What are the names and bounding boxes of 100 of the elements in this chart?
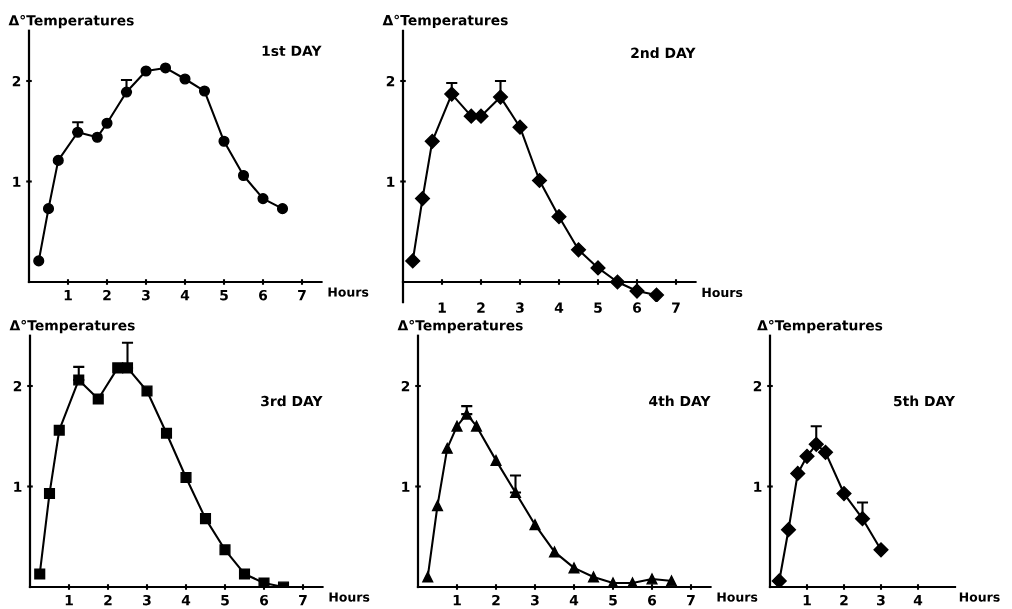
x-tick-label: 7 xyxy=(298,290,306,301)
y-axis-title: Δ°Temperatures xyxy=(382,14,508,29)
point xyxy=(529,519,541,531)
x-axis-title: Hours xyxy=(328,287,369,297)
x-tick-label: 1 xyxy=(64,290,72,301)
x-tick-label: 3 xyxy=(143,594,151,606)
x-tick-label: 6 xyxy=(648,594,657,606)
point xyxy=(817,444,834,460)
point xyxy=(180,471,192,484)
point xyxy=(771,573,787,587)
y-axis-title: Δ°Temperatures xyxy=(757,319,883,334)
point xyxy=(112,362,124,374)
point xyxy=(237,169,250,182)
y-axis-title: Δ°Temperatures xyxy=(8,14,134,29)
point xyxy=(441,442,453,454)
text: 1st DAY xyxy=(262,45,322,57)
x-tick-label: 6 xyxy=(259,289,268,301)
point xyxy=(258,577,270,587)
point xyxy=(490,454,502,466)
x-tick-label: 5 xyxy=(220,290,228,301)
point xyxy=(199,513,212,525)
point xyxy=(42,203,55,215)
point xyxy=(140,65,152,77)
x-tick-label: 3 xyxy=(142,289,150,301)
x-tick-label: 1 xyxy=(65,595,73,606)
x-tick-label: 2 xyxy=(477,302,485,313)
point xyxy=(512,119,528,135)
point xyxy=(91,131,103,143)
point xyxy=(648,287,665,303)
point xyxy=(43,487,56,500)
x-tick-label: 4 xyxy=(554,302,564,313)
x-tick-label: 5 xyxy=(594,302,602,313)
y-tick-label: 1 xyxy=(14,481,22,492)
point xyxy=(551,209,567,225)
text: 2nd DAY xyxy=(631,47,696,59)
point xyxy=(780,522,797,538)
y-tick-label: 2 xyxy=(12,75,21,87)
x-tick-label: 5 xyxy=(221,595,229,606)
x-axis-title: Hours xyxy=(959,592,1000,602)
point xyxy=(568,562,580,574)
point xyxy=(531,172,548,189)
x-tick-label: 7 xyxy=(299,595,307,606)
point xyxy=(159,62,172,74)
y-tick-label: 2 xyxy=(13,380,22,392)
x-tick-label: 3 xyxy=(877,594,885,606)
point xyxy=(590,260,606,276)
x-tick-label: 3 xyxy=(516,302,524,313)
point xyxy=(629,283,645,299)
x-tick-label: 7 xyxy=(672,302,680,313)
x-tick-label: 7 xyxy=(687,595,695,606)
point xyxy=(548,546,561,558)
point xyxy=(646,573,658,585)
point xyxy=(34,568,46,580)
y-tick-label: 1 xyxy=(13,176,21,187)
point xyxy=(218,135,230,147)
point xyxy=(836,485,852,502)
point xyxy=(422,571,434,583)
x-tick-label: 1 xyxy=(803,595,811,606)
x-tick-label: 2 xyxy=(840,594,848,606)
y-axis-title: Δ°Temperatures xyxy=(9,319,135,334)
point xyxy=(276,203,289,215)
x-tick-label: 1 xyxy=(453,595,461,606)
point xyxy=(92,393,104,405)
x-axis-title: Hours xyxy=(329,592,370,602)
point xyxy=(431,500,444,512)
x-tick-label: 1 xyxy=(438,302,446,313)
point xyxy=(101,117,113,129)
point xyxy=(52,154,64,166)
x-tick-label: 6 xyxy=(633,302,642,313)
x-axis-title: Hours xyxy=(717,592,758,602)
point xyxy=(414,191,431,207)
point xyxy=(873,542,889,558)
x-tick-label: 2 xyxy=(103,289,111,301)
point xyxy=(405,253,421,269)
point xyxy=(179,73,191,85)
text: 4th DAY xyxy=(649,395,711,407)
x-tick-label: 2 xyxy=(492,594,500,606)
y-axis-title: Δ°Temperatures xyxy=(397,319,523,334)
point xyxy=(160,427,173,439)
x-tick-label: 3 xyxy=(531,594,539,606)
point xyxy=(238,568,251,580)
x-axis-title: Hours xyxy=(702,287,743,298)
x-tick-label: 4 xyxy=(180,290,190,301)
point xyxy=(33,255,45,267)
x-tick-label: 4 xyxy=(913,595,923,606)
point xyxy=(141,385,153,397)
x-tick-label: 4 xyxy=(569,595,579,606)
point xyxy=(53,424,65,436)
point xyxy=(451,420,463,432)
text: 3rd DAY xyxy=(261,395,323,407)
x-tick-label: 4 xyxy=(181,595,191,606)
point xyxy=(257,193,269,205)
text: 5th DAY xyxy=(894,395,956,407)
point xyxy=(570,242,587,258)
point xyxy=(219,544,231,556)
x-tick-label: 6 xyxy=(260,594,269,606)
point xyxy=(587,571,600,583)
x-tick-label: 5 xyxy=(609,595,617,606)
x-tick-label: 2 xyxy=(104,594,112,606)
point xyxy=(198,85,211,97)
